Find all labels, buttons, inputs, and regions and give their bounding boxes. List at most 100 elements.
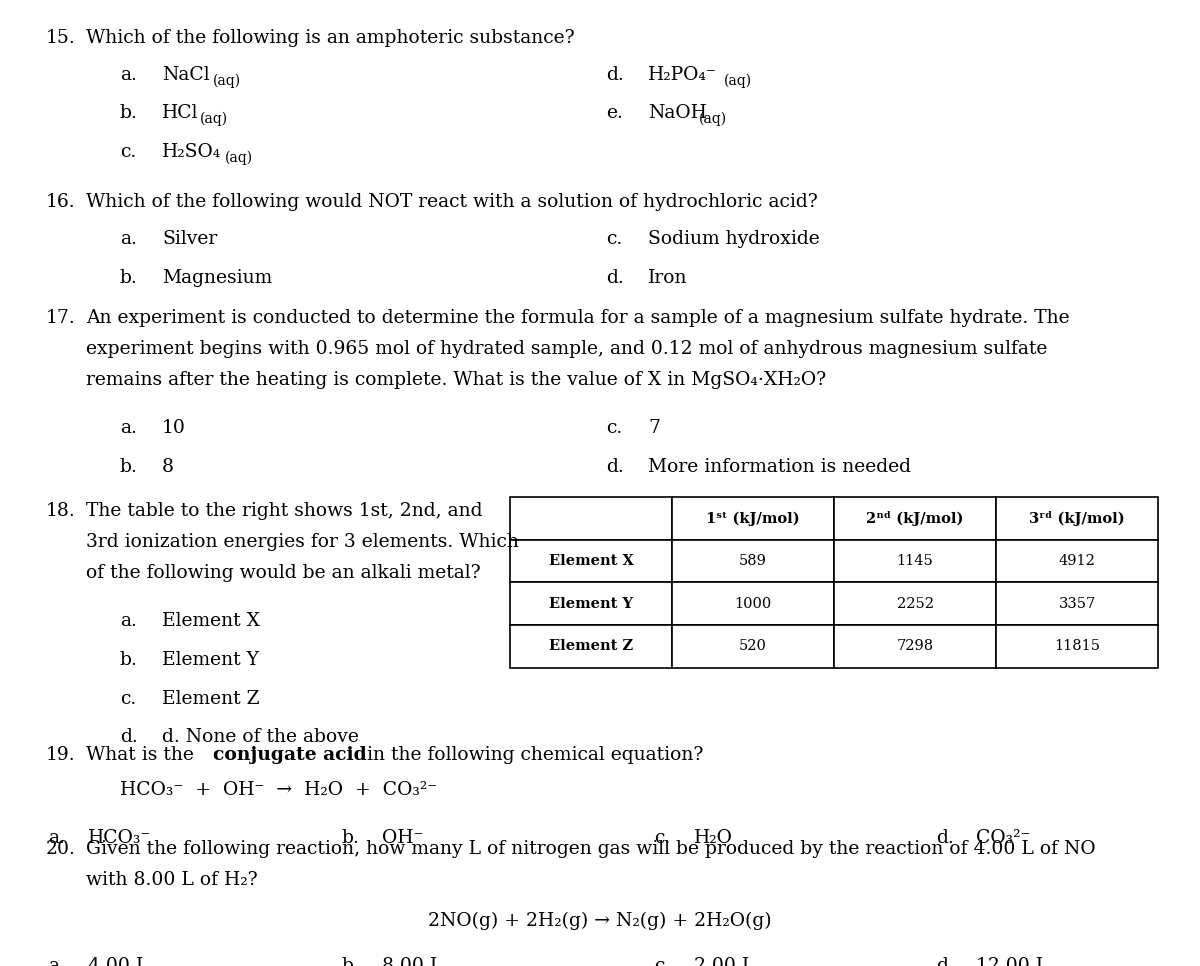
- Text: 7298: 7298: [896, 639, 934, 653]
- Text: 3rd ionization energies for 3 elements. Which: 3rd ionization energies for 3 elements. …: [86, 533, 520, 552]
- Text: Element X: Element X: [548, 554, 634, 568]
- Text: HCl: HCl: [162, 104, 198, 123]
- Text: a.: a.: [120, 66, 137, 84]
- Text: d.: d.: [606, 458, 624, 476]
- Text: Given the following reaction, how many L of nitrogen gas will be produced by the: Given the following reaction, how many L…: [86, 840, 1096, 859]
- Text: NaOH: NaOH: [648, 104, 707, 123]
- Text: 1000: 1000: [734, 597, 772, 611]
- Text: d.: d.: [936, 957, 954, 966]
- Bar: [672, 497, 834, 540]
- Text: 8: 8: [162, 458, 174, 476]
- Bar: [834, 625, 996, 668]
- Text: c.: c.: [120, 690, 137, 708]
- Text: d.: d.: [606, 66, 624, 84]
- Text: Silver: Silver: [162, 230, 217, 248]
- Text: a.: a.: [48, 957, 65, 966]
- Text: Element Y: Element Y: [162, 651, 259, 669]
- Text: a.: a.: [120, 612, 137, 631]
- Text: OH⁻: OH⁻: [382, 829, 422, 847]
- Text: Element Z: Element Z: [162, 690, 259, 708]
- Text: 15.: 15.: [46, 29, 76, 47]
- Text: Iron: Iron: [648, 269, 688, 287]
- Text: More information is needed: More information is needed: [648, 458, 911, 476]
- Text: with 8.00 L of H₂?: with 8.00 L of H₂?: [86, 871, 258, 890]
- Text: d.: d.: [120, 728, 138, 747]
- Text: What is the: What is the: [86, 746, 200, 764]
- Text: Magnesium: Magnesium: [162, 269, 272, 287]
- Text: c.: c.: [606, 230, 623, 248]
- Text: d.: d.: [606, 269, 624, 287]
- Text: of the following would be an alkali metal?: of the following would be an alkali meta…: [86, 564, 481, 582]
- Text: 18.: 18.: [46, 502, 76, 521]
- Text: HCO₃⁻  +  OH⁻  →  H₂O  +  CO₃²⁻: HCO₃⁻ + OH⁻ → H₂O + CO₃²⁻: [120, 781, 437, 800]
- Text: in the following chemical equation?: in the following chemical equation?: [361, 746, 703, 764]
- Bar: [996, 540, 1158, 582]
- Text: 2252: 2252: [896, 597, 934, 611]
- Text: a.: a.: [120, 419, 137, 438]
- Text: 2NO(g) + 2H₂(g) → N₂(g) + 2H₂O(g): 2NO(g) + 2H₂(g) → N₂(g) + 2H₂O(g): [428, 912, 772, 930]
- Text: (aq): (aq): [212, 73, 240, 88]
- Text: c.: c.: [654, 957, 671, 966]
- Text: 1ˢᵗ (kJ/mol): 1ˢᵗ (kJ/mol): [706, 512, 800, 526]
- Text: HCO₃⁻: HCO₃⁻: [88, 829, 151, 847]
- Text: 520: 520: [739, 639, 767, 653]
- Text: (aq): (aq): [226, 151, 253, 165]
- Text: d. None of the above: d. None of the above: [162, 728, 359, 747]
- Bar: [510, 625, 672, 668]
- Text: Sodium hydroxide: Sodium hydroxide: [648, 230, 820, 248]
- Text: (aq): (aq): [724, 73, 751, 88]
- Text: H₂SO₄: H₂SO₄: [162, 143, 221, 161]
- Text: 2.00 L: 2.00 L: [694, 957, 754, 966]
- Text: b.: b.: [342, 957, 360, 966]
- Bar: [996, 497, 1158, 540]
- Text: H₂PO₄⁻: H₂PO₄⁻: [648, 66, 716, 84]
- Bar: [672, 540, 834, 582]
- Text: 4.00 L: 4.00 L: [88, 957, 148, 966]
- Text: 19.: 19.: [46, 746, 76, 764]
- Text: Element Y: Element Y: [550, 597, 634, 611]
- Text: b.: b.: [120, 458, 138, 476]
- Text: Element X: Element X: [162, 612, 260, 631]
- Text: Which of the following is an amphoteric substance?: Which of the following is an amphoteric …: [86, 29, 575, 47]
- Text: 16.: 16.: [46, 193, 76, 212]
- Text: (aq): (aq): [199, 112, 228, 127]
- Text: 589: 589: [739, 554, 767, 568]
- Text: a.: a.: [48, 829, 65, 847]
- Bar: [996, 625, 1158, 668]
- Text: c.: c.: [654, 829, 671, 847]
- Text: 2ⁿᵈ (kJ/mol): 2ⁿᵈ (kJ/mol): [866, 511, 964, 526]
- Text: Element Z: Element Z: [548, 639, 634, 653]
- Bar: [510, 497, 672, 540]
- Text: c.: c.: [120, 143, 137, 161]
- Bar: [996, 582, 1158, 625]
- Text: e.: e.: [606, 104, 623, 123]
- Text: c.: c.: [606, 419, 623, 438]
- Text: a.: a.: [120, 230, 137, 248]
- Text: 1145: 1145: [896, 554, 934, 568]
- Text: 8.00 L: 8.00 L: [382, 957, 442, 966]
- Text: d.: d.: [936, 829, 954, 847]
- Text: 4912: 4912: [1058, 554, 1096, 568]
- Text: 10: 10: [162, 419, 186, 438]
- Bar: [834, 582, 996, 625]
- Text: b.: b.: [120, 269, 138, 287]
- Text: b.: b.: [342, 829, 360, 847]
- Text: 3ʳᵈ (kJ/mol): 3ʳᵈ (kJ/mol): [1030, 511, 1124, 526]
- Text: conjugate acid: conjugate acid: [214, 746, 367, 764]
- Text: 7: 7: [648, 419, 660, 438]
- Text: 12.00 L: 12.00 L: [976, 957, 1048, 966]
- Text: 11815: 11815: [1054, 639, 1100, 653]
- Bar: [510, 582, 672, 625]
- Text: experiment begins with 0.965 mol of hydrated sample, and 0.12 mol of anhydrous m: experiment begins with 0.965 mol of hydr…: [86, 340, 1048, 358]
- Text: CO₃²⁻: CO₃²⁻: [976, 829, 1030, 847]
- Bar: [834, 540, 996, 582]
- Text: (aq): (aq): [698, 112, 726, 127]
- Text: 20.: 20.: [46, 840, 76, 859]
- Text: The table to the right shows 1st, 2nd, and: The table to the right shows 1st, 2nd, a…: [86, 502, 482, 521]
- Text: remains after the heating is complete. What is the value of X in MgSO₄·XH₂O?: remains after the heating is complete. W…: [86, 371, 827, 389]
- Bar: [834, 497, 996, 540]
- Text: b.: b.: [120, 651, 138, 669]
- Text: NaCl: NaCl: [162, 66, 210, 84]
- Bar: [672, 625, 834, 668]
- Bar: [510, 540, 672, 582]
